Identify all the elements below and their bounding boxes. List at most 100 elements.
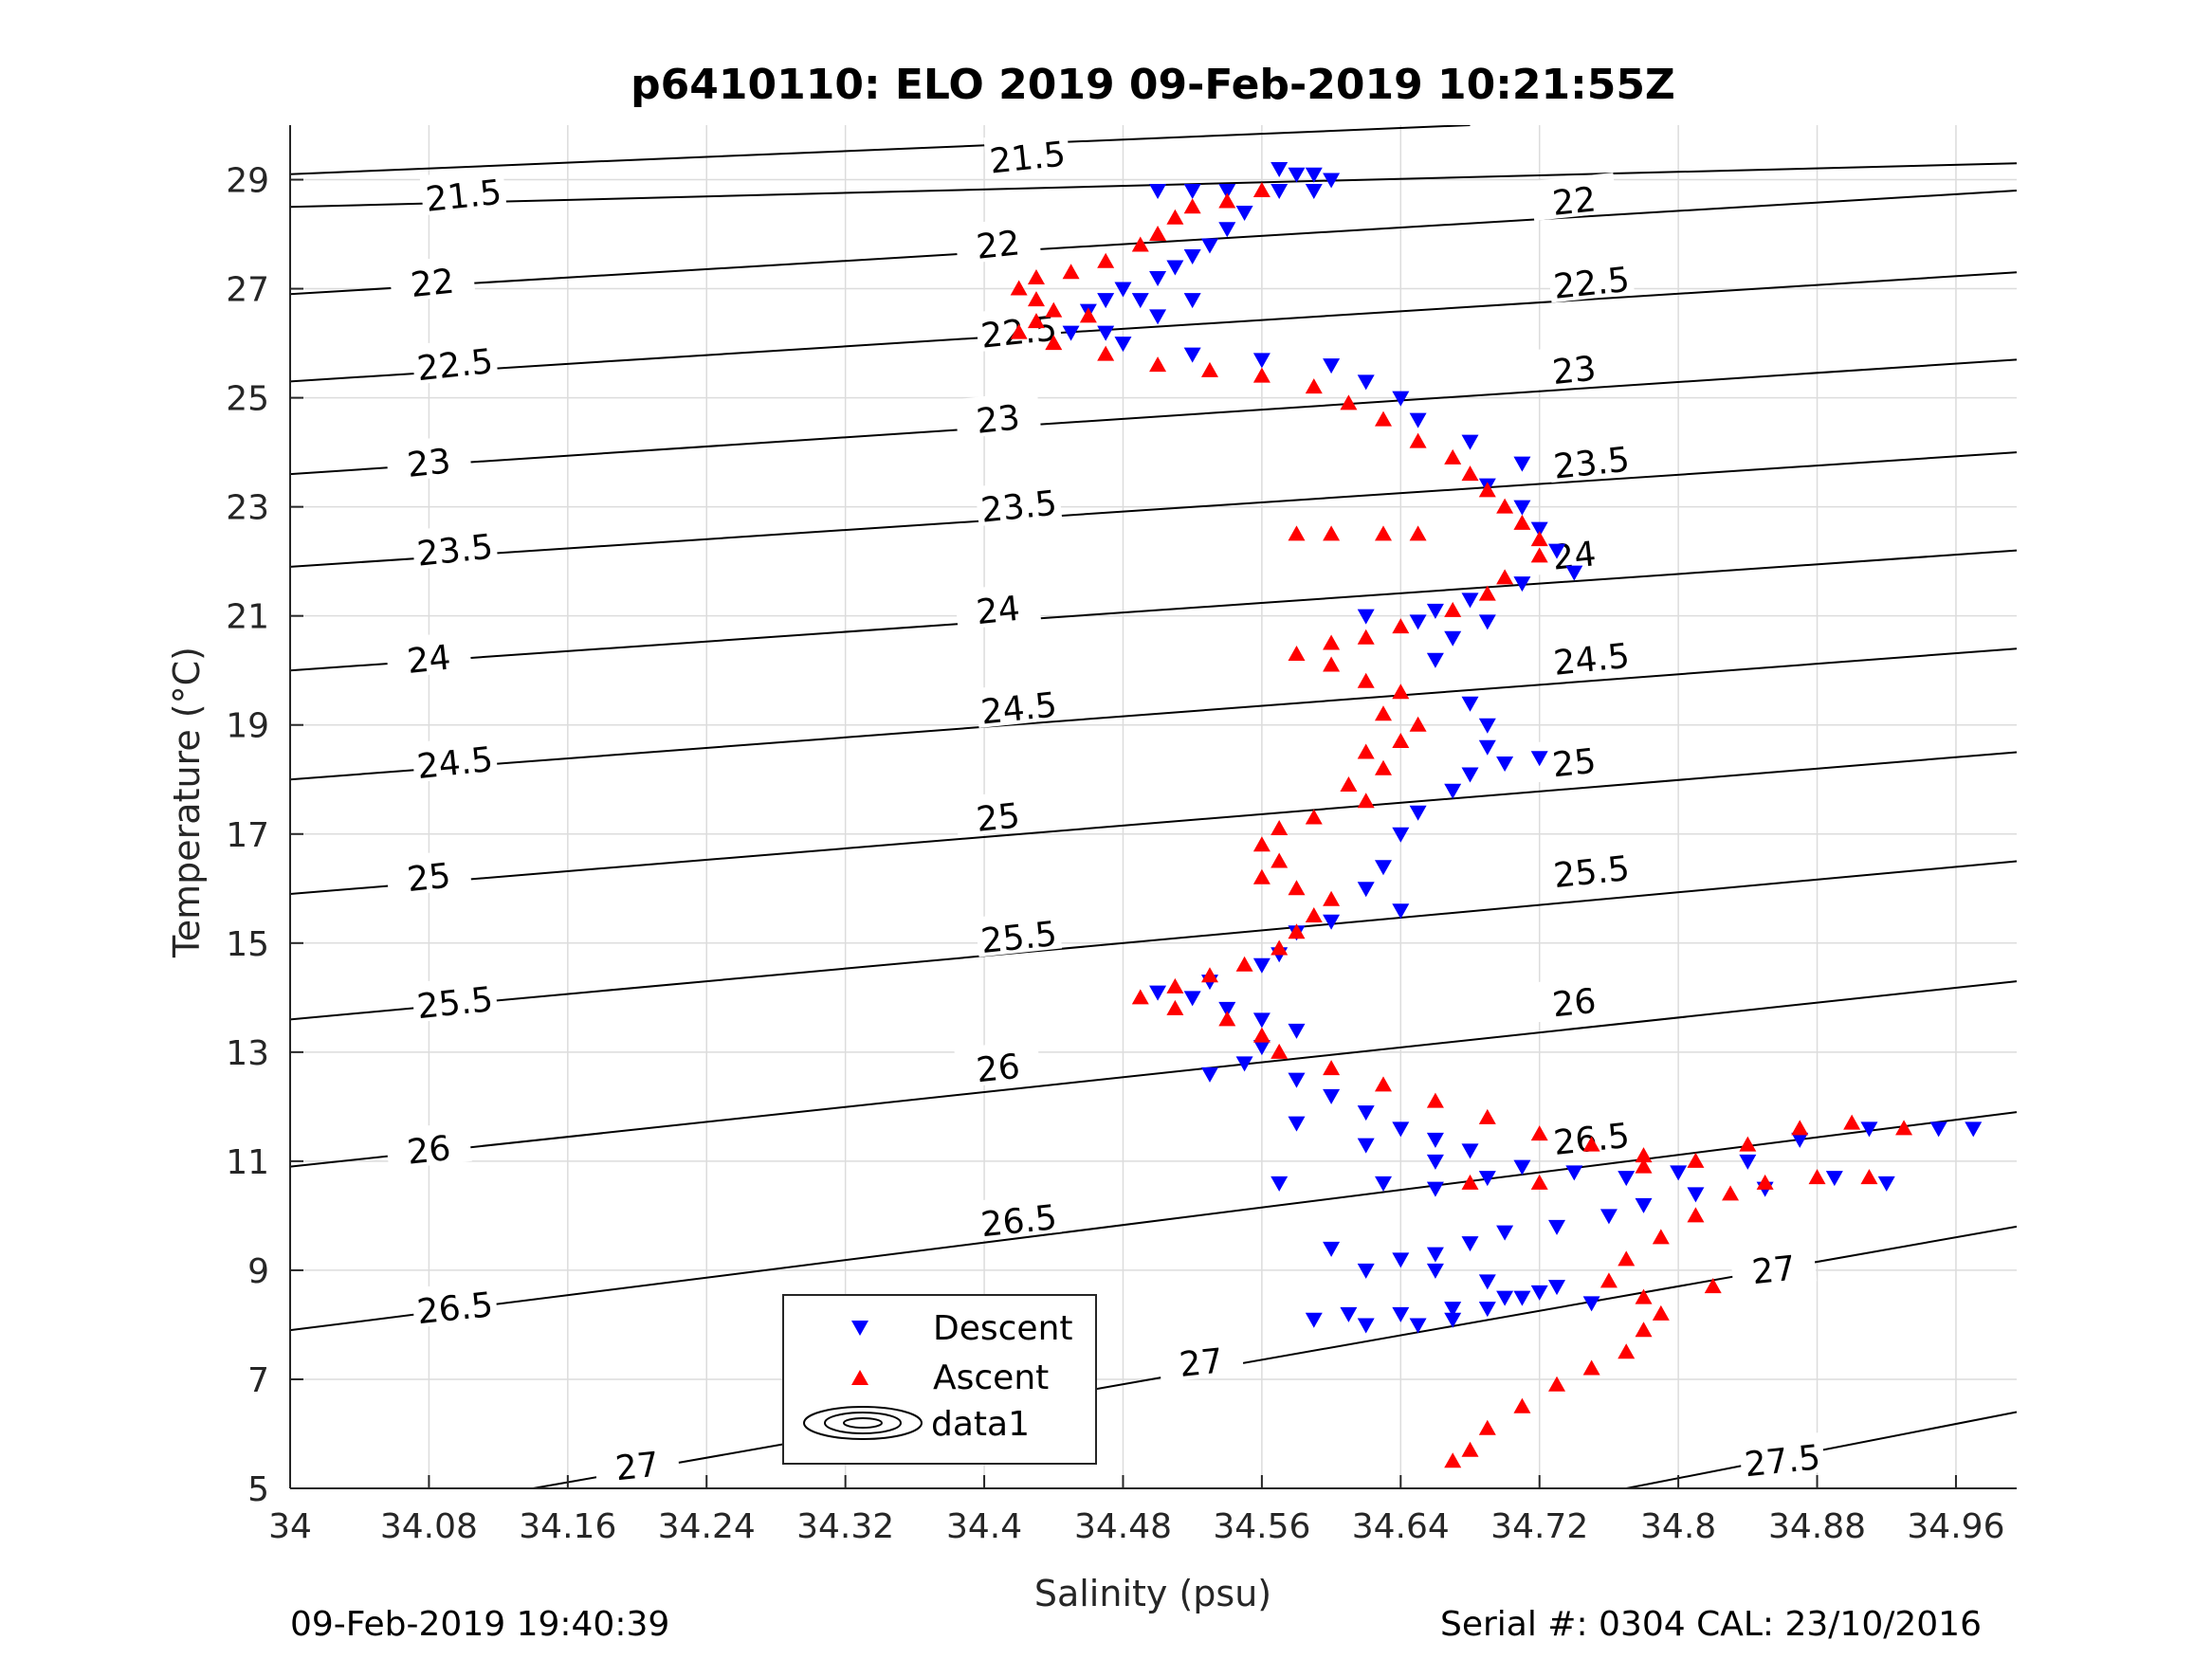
ascent-point: [1409, 432, 1427, 448]
contour-label-text: 24: [406, 638, 453, 682]
ascent-point: [1392, 618, 1410, 634]
ascent-point: [1722, 1185, 1740, 1201]
descent-point: [1444, 783, 1462, 799]
x-tick-label: 34.24: [658, 1507, 756, 1546]
ascent-point: [1635, 1158, 1653, 1174]
ascent-point: [1305, 809, 1323, 825]
ascent-point: [1444, 448, 1462, 465]
descent-point: [1271, 162, 1289, 178]
ascent-point: [1461, 1174, 1479, 1190]
ascent-point: [1461, 465, 1479, 482]
descent-point: [1114, 337, 1132, 353]
legend-descent-marker: [851, 1321, 868, 1336]
ascent-point: [1478, 482, 1496, 498]
descent-point: [1166, 260, 1184, 276]
ascent-point: [1305, 378, 1323, 394]
ascent-point: [1079, 307, 1097, 323]
ascent-point: [1340, 775, 1358, 792]
y-tick-label: 29: [226, 162, 269, 201]
ascent-point: [1496, 569, 1514, 585]
descent-point: [1323, 173, 1341, 189]
descent-point: [1739, 1154, 1757, 1170]
contour-label-text: 25: [406, 856, 453, 900]
ascent-point: [1252, 868, 1271, 884]
contour-label-text: 23.5: [979, 484, 1059, 531]
ascent-point: [1131, 236, 1149, 252]
descent-point: [1513, 576, 1531, 592]
descent-point: [1478, 1171, 1496, 1187]
legend-contour-icon: [803, 1406, 923, 1440]
ascent-point: [1323, 656, 1341, 672]
descent-point: [1409, 412, 1427, 428]
descent-point: [1183, 347, 1201, 363]
descent-point: [1426, 603, 1444, 619]
ascent-point: [1461, 1441, 1479, 1457]
contour-label-text: 25: [975, 796, 1022, 840]
y-tick-label: 25: [226, 380, 269, 419]
ascent-point: [1791, 1120, 1809, 1136]
y-tick-label: 27: [226, 271, 269, 310]
ascent-point: [1323, 634, 1341, 650]
ascent-point: [1409, 525, 1427, 541]
contour-label-text: 21.5: [424, 173, 503, 220]
descent-point: [1825, 1171, 1843, 1187]
contour-label-text: 25: [1550, 742, 1598, 786]
ascent-point: [1444, 1452, 1462, 1468]
descent-point: [1357, 1105, 1375, 1121]
contour-line: [290, 980, 2017, 1168]
y-tick-label: 17: [226, 816, 269, 855]
descent-point: [1288, 167, 1306, 183]
ascent-point: [1374, 705, 1392, 721]
descent-point: [1218, 184, 1236, 200]
ascent-point: [1010, 323, 1028, 339]
y-tick-label: 13: [226, 1034, 269, 1073]
descent-point: [1478, 1302, 1496, 1318]
descent-point: [1305, 1312, 1323, 1328]
descent-point: [1323, 1241, 1341, 1257]
contour-label-text: 23: [975, 398, 1022, 442]
legend-descent-label: Descent: [933, 1309, 1073, 1348]
descent-point: [1357, 1263, 1375, 1279]
ascent-point: [1530, 531, 1548, 547]
contour-label-text: 24: [975, 590, 1022, 633]
contour-label-text: 26.5: [979, 1198, 1059, 1245]
contour-label-text: 23.5: [1552, 441, 1632, 487]
descent-point: [1252, 957, 1271, 974]
contour-label-text: 27: [1178, 1341, 1225, 1385]
contour-label: 22: [954, 216, 1042, 267]
x-tick-label: 34.48: [1074, 1507, 1172, 1546]
contour-label: 26.5: [411, 1279, 499, 1332]
contour-label-text: 26.5: [415, 1285, 495, 1332]
ascent-point: [1271, 1043, 1289, 1059]
ascent-point: [1756, 1174, 1774, 1190]
ascent-point: [1200, 967, 1218, 983]
descent-point: [1392, 1121, 1410, 1138]
ascent-point: [1097, 252, 1115, 268]
contour-label: 27.5: [1738, 1431, 1826, 1485]
contour-label-text: 24.5: [1552, 637, 1632, 684]
descent-point: [1235, 206, 1253, 222]
contour-label: 25.5: [1547, 843, 1636, 896]
contour-label: 26: [1529, 974, 1618, 1025]
ascent-point: [1426, 1092, 1444, 1108]
descent-point: [1687, 1187, 1705, 1203]
ascent-point: [1166, 999, 1184, 1015]
x-tick-label: 34.64: [1352, 1507, 1450, 1546]
descent-point: [1548, 1219, 1566, 1235]
ascent-point: [1323, 1060, 1341, 1076]
ascent-point: [1374, 525, 1392, 541]
contour-line: [290, 647, 2017, 781]
axes: 34 34.08 34.16 34.24 34.32 34.4 34.48 34.56 34.6…: [226, 125, 2017, 1546]
ascent-point: [1635, 1322, 1653, 1338]
contour-label: 24: [954, 581, 1042, 633]
contour-label: 22.5: [1547, 254, 1636, 307]
descent-point: [1513, 500, 1531, 516]
descent-point: [1513, 1290, 1531, 1306]
x-tick-label: 34: [268, 1507, 312, 1546]
descent-point: [1530, 751, 1548, 767]
contour-label: 25.5: [411, 974, 499, 1027]
descent-point: [1582, 1296, 1600, 1312]
ascent-point: [1530, 1174, 1548, 1190]
ascent-point: [1200, 361, 1218, 377]
y-tick-label: 11: [226, 1143, 269, 1182]
